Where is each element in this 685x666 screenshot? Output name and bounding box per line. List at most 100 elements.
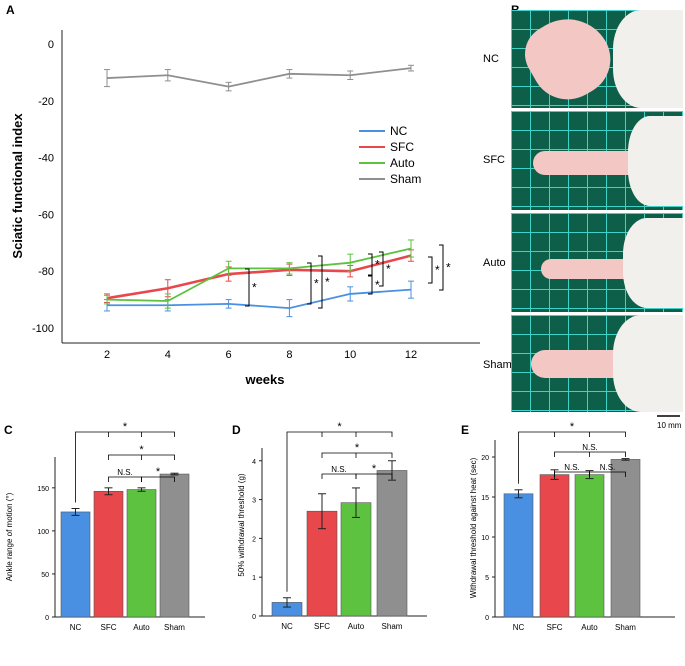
e-y-axis-label: Withdrawal threshold against heat (sec) <box>469 457 478 598</box>
e-y-tick-label: 5 <box>485 575 489 582</box>
a-y-tick-label: -40 <box>38 153 54 165</box>
panel-label-e: E <box>461 423 469 437</box>
d-x-tick-label: SFC <box>314 622 330 631</box>
c-y-tick-label: 0 <box>45 615 49 622</box>
e-bar-sham <box>610 459 641 618</box>
c-bar-nc <box>60 511 91 618</box>
c-sig-bracket <box>141 476 175 482</box>
a-sig-bracket-10b <box>368 275 373 295</box>
photo-sham <box>511 315 683 412</box>
e-sig-label: N.S. <box>600 463 616 472</box>
a-x-tick-label: 4 <box>165 349 171 361</box>
a-sig-bracket-12b <box>439 244 444 291</box>
a-x-tick-label: 2 <box>104 349 110 361</box>
a-y-tick-label: 0 <box>48 39 54 51</box>
e-sig-label: N.S. <box>582 443 598 452</box>
a-y-axis-label: Sciatic functional index <box>10 113 25 259</box>
b-photo-label-nc: NC <box>483 53 499 65</box>
d-y-tick-label: 4 <box>252 459 256 466</box>
a-legend-label-sham: Sham <box>390 172 421 186</box>
a-series-line-nc <box>107 288 412 310</box>
e-sig-bracket <box>554 451 626 457</box>
c-x-tick-label: NC <box>70 623 82 632</box>
a-legend-label-nc: NC <box>390 124 408 138</box>
panel-label-c: C <box>4 423 13 437</box>
a-series-line-sfc <box>106 254 412 300</box>
a-sig-bracket-6-star: * <box>252 281 257 295</box>
a-y-tick-label: -20 <box>38 96 54 108</box>
panel-label-d: D <box>232 423 241 437</box>
a-sig-bracket-12b-star: * <box>446 261 451 275</box>
a-sig-bracket-8b-star: * <box>325 275 330 289</box>
e-x-tick-label: Auto <box>581 623 598 632</box>
e-bar-nc <box>503 493 534 618</box>
c-sig-label: * <box>139 444 144 456</box>
d-sig-bracket <box>321 473 357 479</box>
d-sig-bracket <box>355 473 393 479</box>
d-bar-auto <box>340 502 372 617</box>
c-sig-label: N.S. <box>117 468 133 477</box>
a-sig-bracket-12a-star: * <box>435 263 440 277</box>
rat-leg-image <box>514 10 624 108</box>
c-x-tick-label: Sham <box>164 623 185 632</box>
a-legend-label-auto: Auto <box>390 156 415 170</box>
b-photo-label-sfc: SFC <box>483 154 505 166</box>
e-bar-auto <box>574 474 605 618</box>
fur-image <box>613 315 683 412</box>
b-scale-label: 10 mm <box>657 421 682 430</box>
fur-image <box>623 218 683 308</box>
rat-leg-image <box>533 151 643 175</box>
a-sig-bracket-12a <box>428 256 433 284</box>
a-sig-bracket-10c-star: * <box>386 262 391 276</box>
a-sig-bracket-8a-star: * <box>314 277 319 291</box>
c-y-tick-label: 50 <box>41 572 49 579</box>
a-sig-bracket-8b <box>318 255 323 309</box>
d-x-tick-label: Auto <box>348 622 365 631</box>
a-sig-bracket-10b-star: * <box>375 278 380 292</box>
e-y-tick-label: 15 <box>481 495 489 502</box>
panel-label-a: A <box>6 3 15 17</box>
c-y-axis-label: Ankle range of motion (°) <box>5 492 14 581</box>
d-sig-bracket <box>321 452 393 458</box>
d-sig-label: * <box>355 442 360 454</box>
fur-image <box>613 10 683 108</box>
e-sig-label: * <box>570 421 575 433</box>
c-sig-bracket <box>108 476 142 482</box>
c-y-tick-label: 100 <box>37 529 49 536</box>
e-x-tick-label: SFC <box>547 623 563 632</box>
e-y-tick-label: 20 <box>481 455 489 462</box>
c-x-tick-label: Auto <box>133 623 150 632</box>
a-sig-bracket-6 <box>245 268 250 307</box>
b-photo-label-auto: Auto <box>483 257 506 269</box>
e-sig-bracket <box>589 471 626 477</box>
a-sig-bracket-10a-star: * <box>375 258 380 272</box>
a-x-tick-label: 6 <box>226 349 232 361</box>
d-sig-label: N.S. <box>331 465 347 474</box>
photo-nc <box>511 10 683 108</box>
a-y-tick-label: -80 <box>38 266 54 278</box>
d-sig-label: * <box>372 463 377 475</box>
a-sig-bracket-10c <box>379 251 384 287</box>
a-y-tick-label: -100 <box>32 323 54 335</box>
c-sig-label: * <box>156 466 161 478</box>
rat-leg-image <box>541 259 641 279</box>
d-y-tick-label: 2 <box>252 536 256 543</box>
fur-image <box>628 116 683 206</box>
d-y-tick-label: 1 <box>252 575 256 582</box>
a-legend-label-sfc: SFC <box>390 140 414 154</box>
d-y-axis-label: 50% withdrawal threshold (g) <box>237 473 246 576</box>
a-series-line-sham <box>106 67 412 88</box>
d-sig-bracket <box>286 431 393 592</box>
c-sig-bracket <box>75 431 175 503</box>
d-y-tick-label: 0 <box>252 614 256 621</box>
a-x-axis-label: weeks <box>244 372 284 387</box>
d-sig-label: * <box>337 421 342 433</box>
d-x-tick-label: Sham <box>382 622 403 631</box>
a-y-tick-label: -60 <box>38 209 54 221</box>
a-x-tick-label: 8 <box>286 349 292 361</box>
c-y-tick-label: 150 <box>37 486 49 493</box>
photo-auto <box>511 213 683 312</box>
a-sig-bracket-8a <box>307 262 312 305</box>
a-sig-bracket-10a <box>368 253 373 276</box>
